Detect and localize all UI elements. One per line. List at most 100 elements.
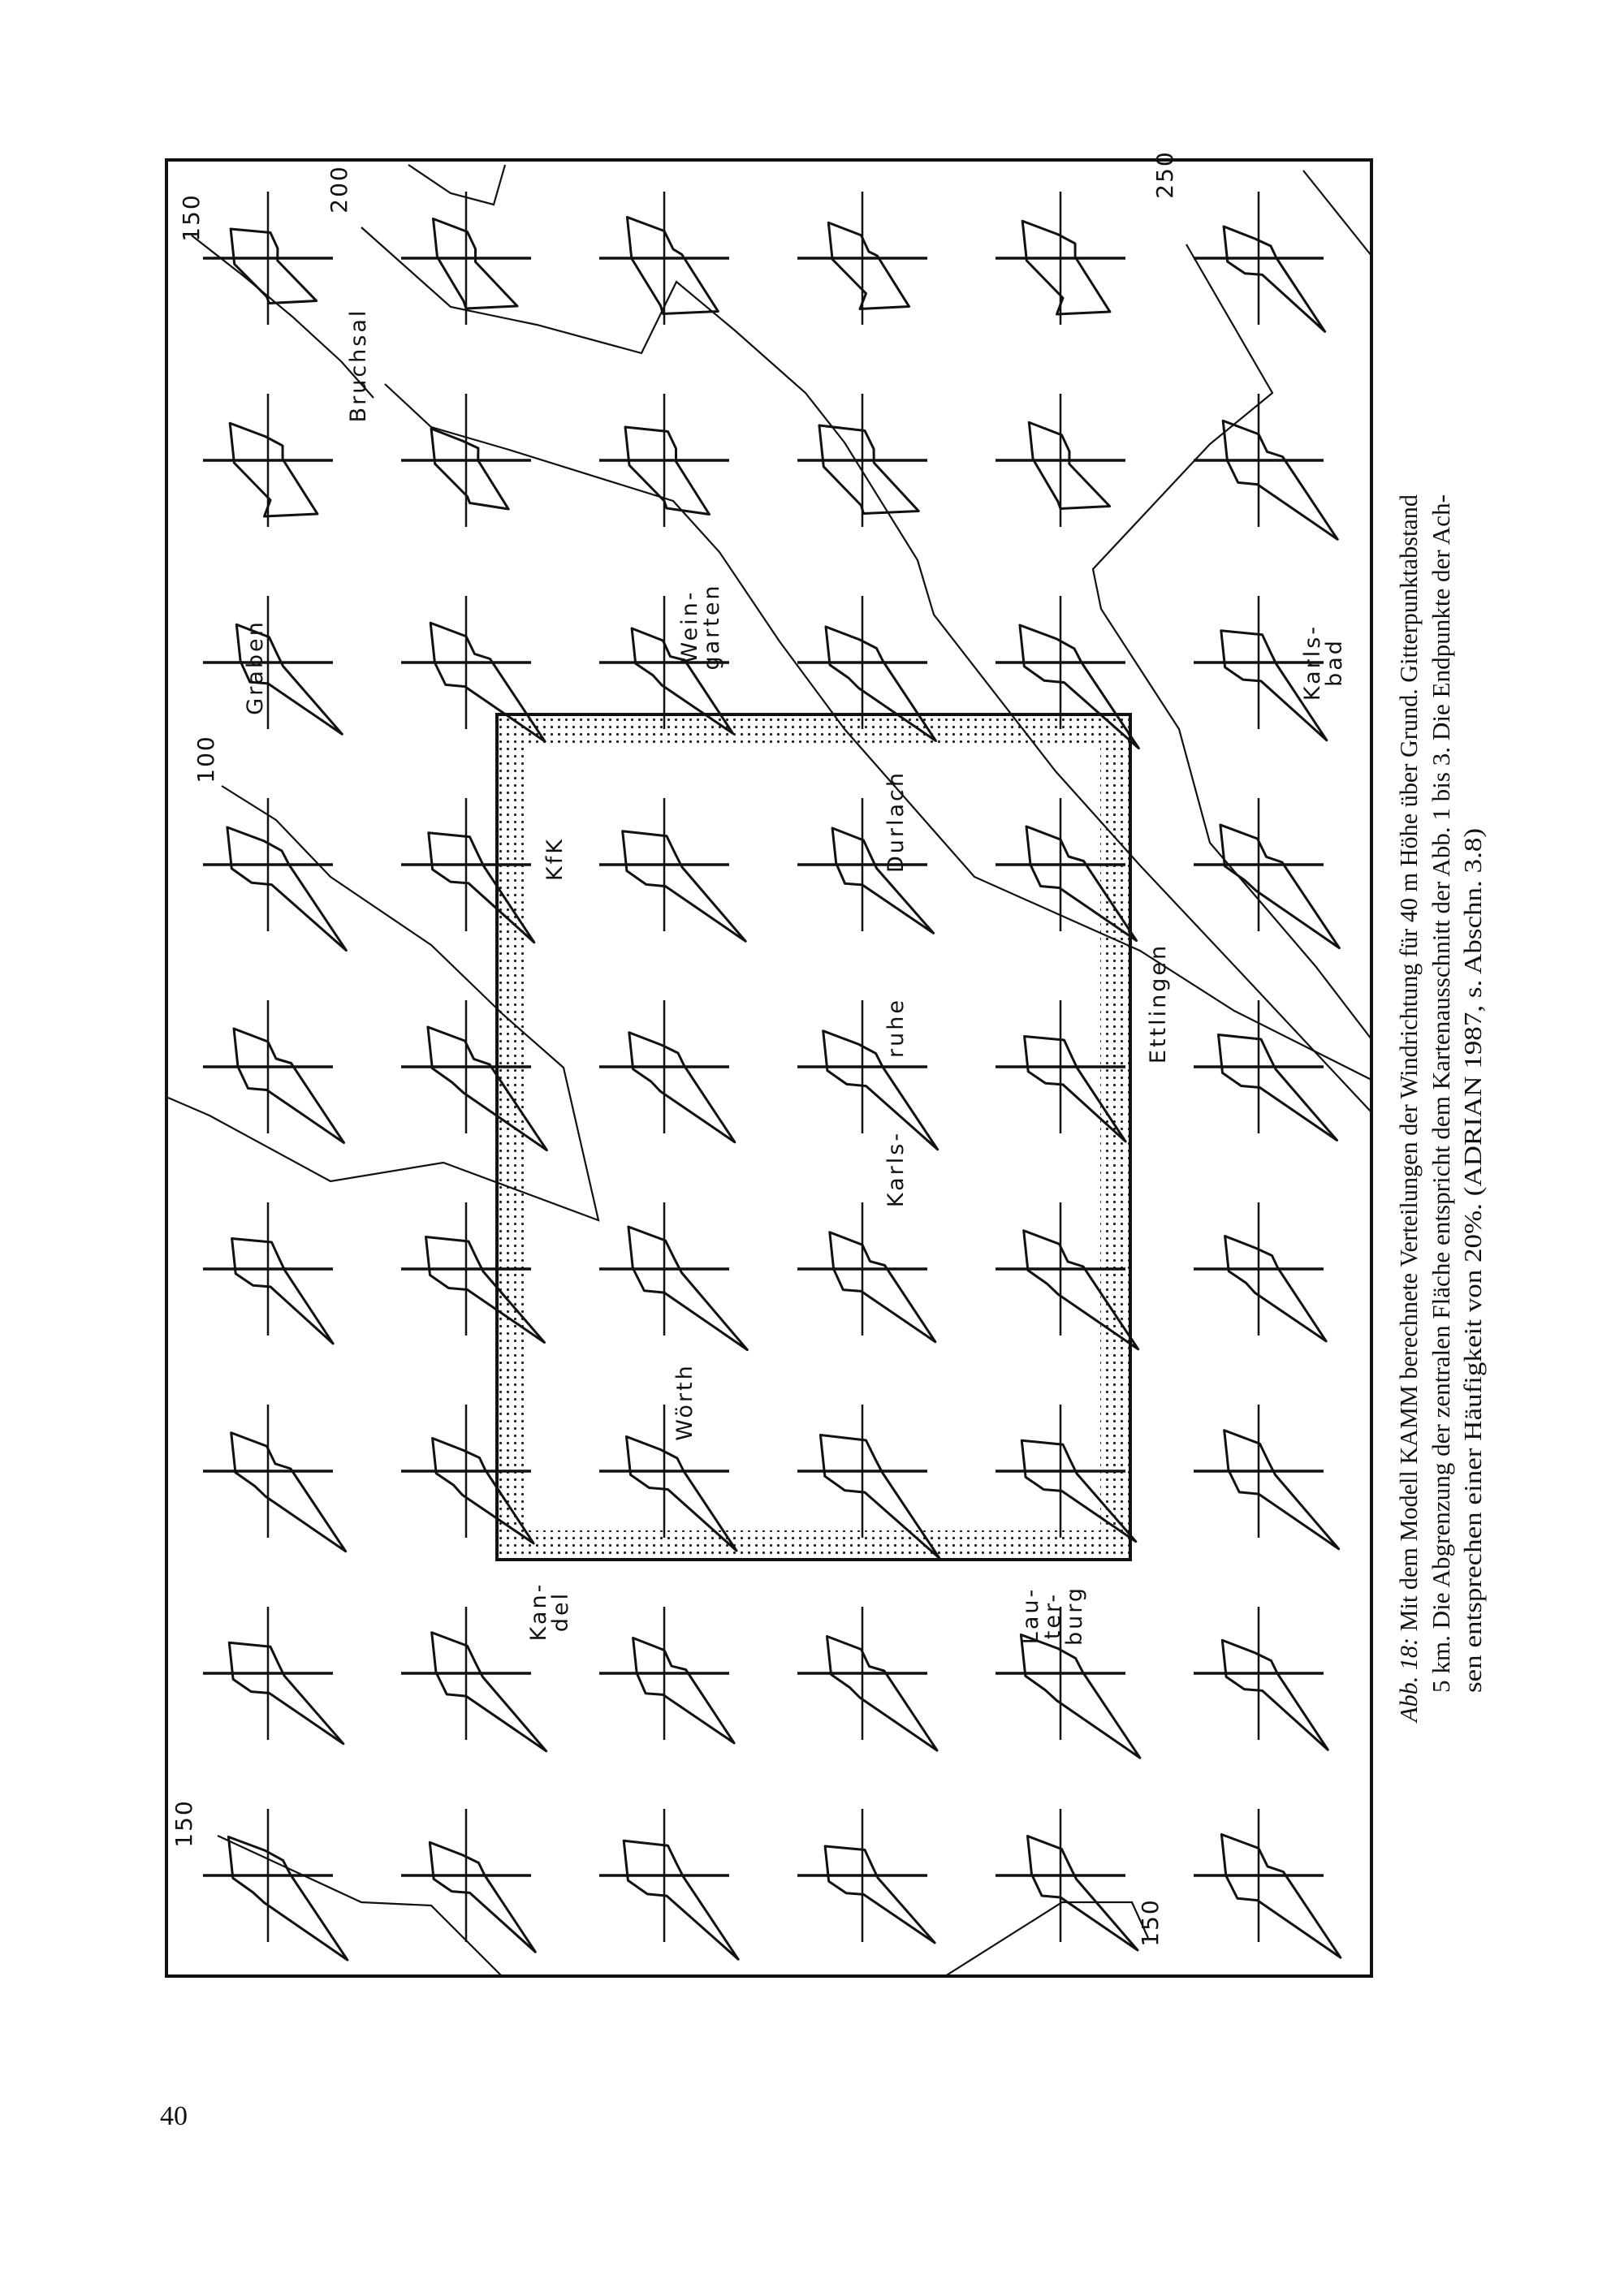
- wind-rosette: [401, 1000, 548, 1152]
- contour-label-150-bottom-left: 150: [171, 1799, 197, 1847]
- stippled-border: [497, 714, 1130, 1560]
- rosette-polygon: [1026, 1835, 1139, 1952]
- rosette-polygon: [1223, 1429, 1341, 1551]
- wind-rosette: [1194, 1000, 1338, 1142]
- rosette-polygon: [824, 625, 937, 742]
- wind-rosette: [203, 1000, 345, 1144]
- rosette-polygon: [621, 830, 747, 943]
- wind-direction-map-figure: 150 200 250 100 150 150 Bruchsal Graben …: [165, 150, 1373, 1978]
- contour-label-200: 200: [326, 165, 352, 213]
- rosette-polygon: [627, 1225, 749, 1352]
- rosette-polygon: [1023, 1035, 1127, 1143]
- rosette-polygon: [430, 1631, 548, 1753]
- place-label-kandel-line2: del: [548, 1591, 573, 1632]
- place-label-durlach: Durlach: [883, 770, 909, 873]
- rosette-polygon: [425, 1236, 546, 1344]
- rosette-polygon: [1224, 1235, 1328, 1343]
- rosette-polygon: [1018, 624, 1140, 750]
- place-label-karlsbad-line2: bad: [1322, 638, 1347, 687]
- rosette-polygon: [426, 1025, 548, 1152]
- rosette-polygon: [624, 425, 710, 516]
- place-label-karlsbad-line1: Karls-: [1300, 624, 1325, 701]
- rosette-polygon: [625, 215, 719, 315]
- rosette-polygon: [430, 427, 510, 511]
- wind-rosette: [599, 1809, 740, 1961]
- place-label-lauterburg-line2: ter-: [1040, 1592, 1065, 1639]
- central-area-boundary: [495, 713, 1132, 1561]
- contour-line: [384, 383, 1372, 1081]
- wind-rosette: [996, 596, 1140, 750]
- rosette-polygon: [227, 1641, 345, 1746]
- wind-rosette: [797, 192, 927, 325]
- wind-rosette: [599, 1000, 736, 1144]
- wind-rosette: [203, 798, 348, 952]
- wind-rosette: [797, 1809, 936, 1944]
- contour-label-100: 100: [192, 735, 219, 783]
- caption-line-2: 5 km. Die Abgrenzung der zentralen Fläch…: [1427, 494, 1455, 1693]
- wind-rosette: [1194, 1202, 1328, 1343]
- place-label-karlsruhe-part1: Karls-: [883, 1131, 909, 1207]
- wind-rosette: [401, 1607, 548, 1753]
- rosette-polygon: [227, 1835, 349, 1962]
- rosette-polygon: [1019, 1633, 1142, 1759]
- contour-line: [1091, 244, 1372, 1040]
- wind-rosette: [203, 1809, 349, 1962]
- wind-rosette: [203, 1607, 345, 1746]
- contour-line: [1302, 170, 1372, 257]
- wind-rosette: [1194, 1405, 1341, 1551]
- wind-rosette: [996, 1000, 1127, 1143]
- rosette-polygon: [1220, 1638, 1329, 1751]
- rosette-polygon: [818, 424, 920, 515]
- wind-rosette: [401, 798, 536, 944]
- wind-rosette: [1194, 192, 1327, 333]
- rosette-polygon: [827, 221, 911, 311]
- rosette-polygon: [828, 1231, 937, 1344]
- wind-rosette: [797, 596, 937, 742]
- wind-rosette: [1194, 1809, 1342, 1959]
- wind-rosette: [797, 1607, 939, 1752]
- rosette-polygon: [1222, 225, 1327, 333]
- place-label-karlsbad: Karls- bad: [1300, 624, 1347, 701]
- wind-rosette: [599, 1607, 736, 1745]
- place-label-weingarten-line1: Wein-: [677, 589, 702, 663]
- wind-rosette: [203, 192, 333, 325]
- rosette-polygon: [226, 826, 348, 952]
- place-labels: Bruchsal Graben Wein- garten Karls- bad …: [243, 309, 1347, 1646]
- wind-rosette: [599, 192, 729, 325]
- rosette-polygon: [431, 1437, 535, 1545]
- rosette-polygon: [432, 218, 519, 310]
- rosette-polygon: [1220, 629, 1328, 742]
- wind-rosette: [996, 394, 1125, 527]
- rosette-polygon: [229, 227, 318, 305]
- place-label-bruchsal: Bruchsal: [346, 309, 371, 423]
- wind-rosette: [797, 1000, 939, 1151]
- wind-rosette: [1194, 798, 1341, 950]
- rosette-polygon: [1027, 421, 1112, 511]
- wind-rosette: [599, 798, 747, 943]
- place-label-weingarten: Wein- garten: [677, 583, 724, 670]
- rosette-polygon: [235, 623, 343, 736]
- wind-rosette: [599, 596, 735, 735]
- rosette-polygon: [826, 1635, 939, 1752]
- caption-line-1: Abb. 18: Mit dem Modell KAMM berechnete …: [1394, 494, 1423, 1724]
- place-label-lauterburg-line1: Lau-: [1018, 1587, 1043, 1644]
- wind-rosette: [401, 1405, 535, 1545]
- contour-line: [944, 1901, 1150, 1977]
- rosette-polygon: [628, 1031, 736, 1144]
- place-label-ettlingen: Ettlingen: [1146, 943, 1171, 1064]
- wind-rosette: [996, 1405, 1138, 1543]
- contour-line: [191, 235, 374, 399]
- rosette-polygon: [1220, 1832, 1342, 1959]
- wind-rosette: [1194, 1607, 1329, 1751]
- contour-line: [167, 785, 600, 1222]
- wind-rosette: [401, 1202, 546, 1344]
- contour-line: [217, 1835, 503, 1977]
- rosette-polygon: [818, 1433, 941, 1560]
- place-label-lauterburg-line3: burg: [1062, 1586, 1087, 1646]
- wind-rosette: [797, 1202, 937, 1344]
- rosette-polygon: [428, 1841, 537, 1953]
- rosette-polygon: [230, 1431, 348, 1553]
- map-frame: [165, 158, 1373, 1978]
- wind-rosette: [1194, 596, 1328, 742]
